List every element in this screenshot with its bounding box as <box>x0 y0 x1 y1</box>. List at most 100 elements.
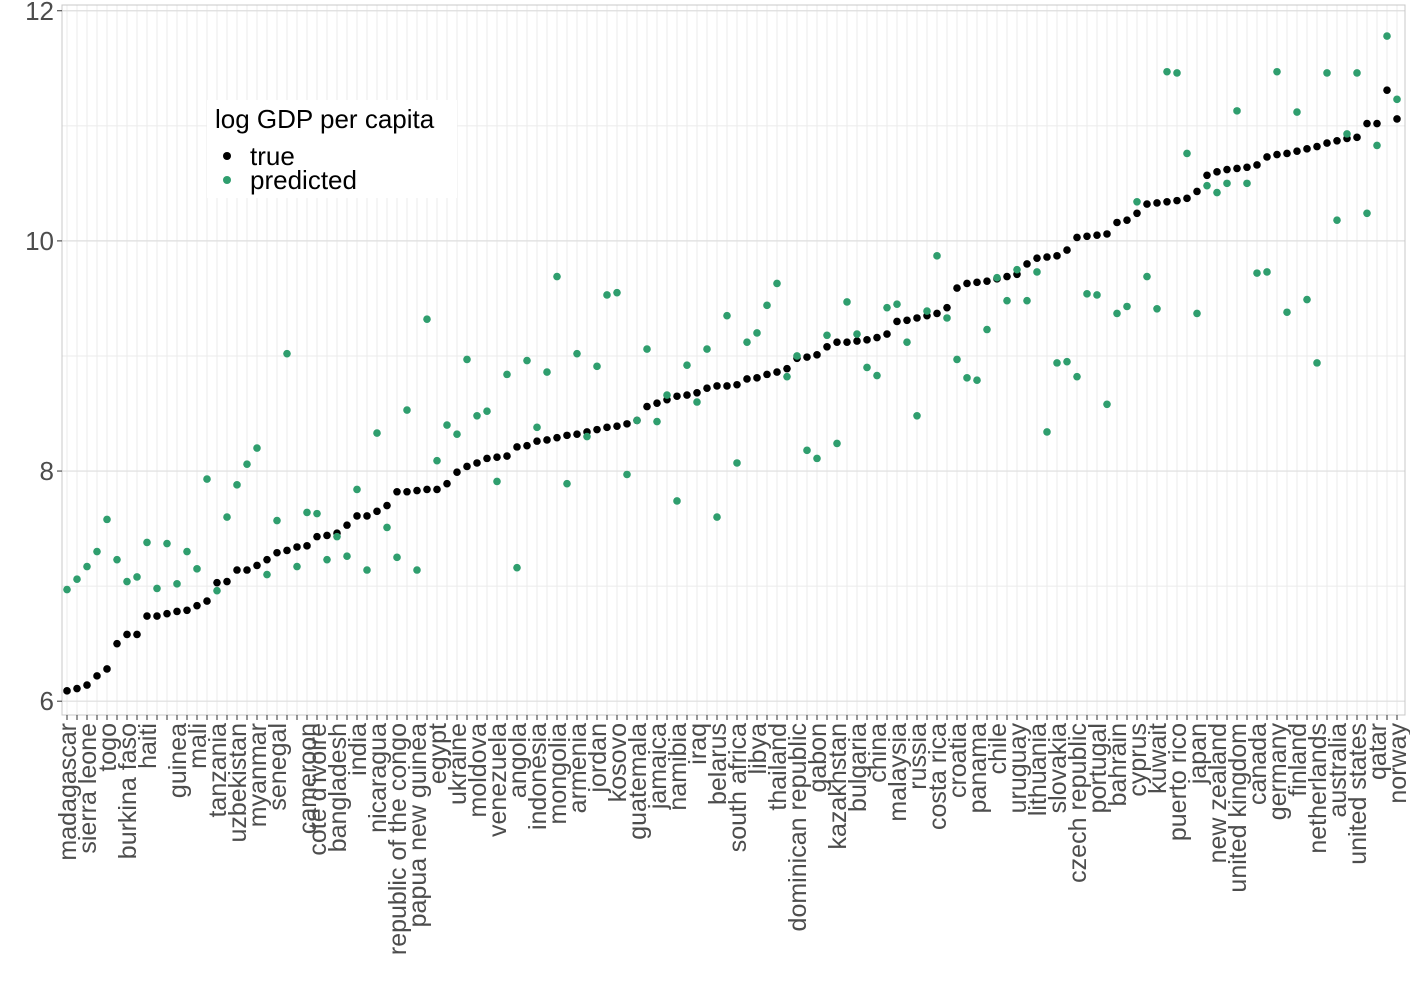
x-tick-label: moldova <box>464 723 492 818</box>
predicted-point <box>323 555 331 564</box>
predicted-point <box>243 460 251 468</box>
x-tick-label: lithuania <box>1024 723 1052 816</box>
true-point <box>403 487 411 496</box>
true-point <box>1193 187 1201 196</box>
true-point <box>943 303 951 312</box>
true-point <box>563 431 571 440</box>
true-point <box>473 459 481 467</box>
predicted-point <box>743 338 751 346</box>
true-point <box>1243 163 1251 172</box>
true-point <box>1303 145 1311 153</box>
true-point <box>1263 153 1271 161</box>
y-tick-label: 8 <box>40 456 54 486</box>
true-point <box>893 317 901 326</box>
true-point <box>1293 147 1301 155</box>
predicted-point <box>1093 291 1101 299</box>
x-tick-label: malaysia <box>884 723 912 822</box>
predicted-point <box>1253 269 1261 277</box>
x-tick-label: south africa <box>724 723 752 852</box>
x-tick-label: czech republic <box>1064 723 1092 883</box>
true-point <box>363 512 371 520</box>
true-point <box>383 501 391 510</box>
true-point <box>1093 231 1101 239</box>
predicted-point <box>603 291 611 299</box>
true-point <box>553 433 561 442</box>
true-point <box>1233 164 1241 173</box>
predicted-point <box>913 412 921 420</box>
predicted-point <box>1283 308 1291 317</box>
x-tick-label: gabon <box>804 723 832 793</box>
predicted-point <box>373 429 381 437</box>
true-point <box>783 364 791 373</box>
predicted-point <box>313 509 321 518</box>
predicted-point <box>503 370 511 379</box>
true-point <box>103 665 111 673</box>
predicted-point <box>783 372 791 381</box>
predicted-point <box>1393 95 1401 104</box>
true-point <box>1043 253 1051 261</box>
true-point <box>753 374 761 382</box>
true-point <box>1323 139 1331 147</box>
predicted-point <box>793 352 801 360</box>
true-point <box>593 425 601 434</box>
true-point <box>543 436 551 444</box>
x-tick-label: republic of the congo <box>384 723 412 955</box>
predicted-point <box>143 538 151 547</box>
x-tick-label: jamaica <box>644 723 672 810</box>
true-point <box>1333 136 1341 145</box>
predicted-point <box>453 430 461 439</box>
predicted-point <box>953 355 961 364</box>
true-point <box>243 566 251 574</box>
predicted-point <box>653 417 661 426</box>
predicted-point <box>753 329 761 337</box>
predicted-point <box>1373 141 1381 150</box>
true-point <box>93 672 101 680</box>
true-point <box>323 531 331 540</box>
true-point <box>863 336 871 344</box>
true-point <box>393 487 401 496</box>
predicted-point <box>703 345 711 353</box>
predicted-point <box>853 330 861 338</box>
predicted-point <box>833 439 841 448</box>
x-tick-label: senegal <box>264 723 292 811</box>
predicted-point <box>133 573 141 581</box>
predicted-point <box>283 349 291 358</box>
predicted-point <box>223 513 231 521</box>
x-tick-label: madagascar <box>54 723 82 861</box>
true-point <box>533 437 541 445</box>
predicted-point <box>343 552 351 560</box>
x-tick-label: uzbekistan <box>224 723 252 843</box>
predicted-point <box>203 475 211 483</box>
x-tick-label: cote d'ivoire <box>304 723 332 856</box>
true-point <box>1283 149 1291 158</box>
true-point <box>483 454 491 463</box>
predicted-point <box>883 303 891 312</box>
predicted-point <box>1133 197 1141 206</box>
predicted-point <box>93 547 101 556</box>
predicted-point <box>1173 69 1181 77</box>
predicted-point <box>193 565 201 573</box>
true-point <box>1313 142 1321 151</box>
y-tick-label: 12 <box>25 0 54 26</box>
predicted-point <box>623 470 631 479</box>
x-tick-label: puerto rico <box>1164 723 1192 841</box>
true-point <box>1353 133 1361 142</box>
predicted-point <box>443 421 451 429</box>
x-tick-label: mongolia <box>544 723 572 825</box>
true-point <box>263 555 271 564</box>
true-point <box>213 578 221 587</box>
x-tick-label: armenia <box>564 723 592 813</box>
true-point <box>1253 161 1261 169</box>
x-tick-label: papua new guinea <box>404 723 432 927</box>
predicted-point <box>263 570 271 579</box>
true-point <box>63 687 71 695</box>
true-point <box>1173 196 1181 205</box>
predicted-point <box>473 412 481 420</box>
predicted-point <box>83 562 91 571</box>
x-tick-label: kosovo <box>604 723 632 802</box>
predicted-point <box>893 300 901 308</box>
x-tick-label: myanmar <box>244 723 272 827</box>
x-tick-label: russia <box>904 723 932 790</box>
x-tick-label: namibia <box>664 723 692 811</box>
